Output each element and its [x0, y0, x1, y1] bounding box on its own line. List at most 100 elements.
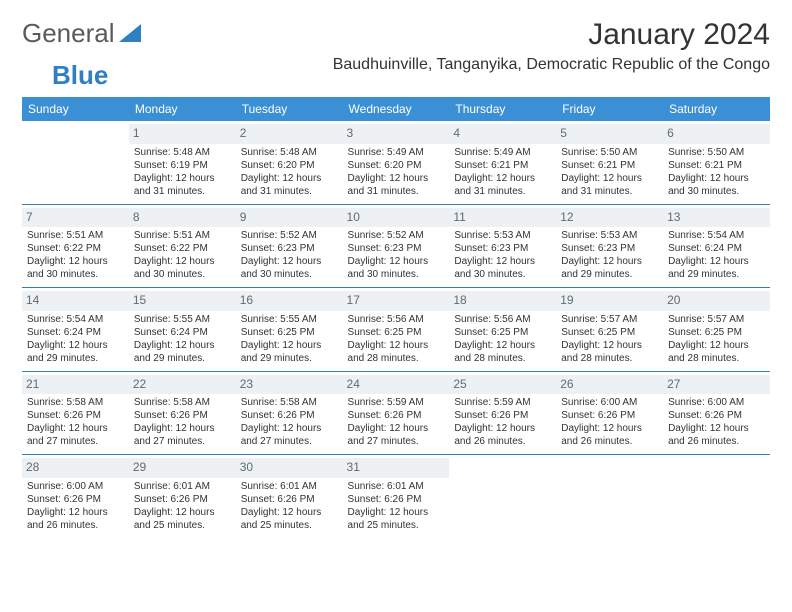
day-cell: 4Sunrise: 5:49 AMSunset: 6:21 PMDaylight… — [449, 121, 556, 204]
day-number: 30 — [236, 458, 343, 478]
empty-cell — [22, 121, 129, 204]
day-cell: 10Sunrise: 5:52 AMSunset: 6:23 PMDayligh… — [343, 204, 450, 288]
sunset-text: Sunset: 6:26 PM — [134, 409, 231, 422]
daylight-text: Daylight: 12 hours and 29 minutes. — [134, 339, 231, 365]
day-cell: 6Sunrise: 5:50 AMSunset: 6:21 PMDaylight… — [663, 121, 770, 204]
day-number: 12 — [556, 208, 663, 228]
sunrise-text: Sunrise: 5:54 AM — [668, 229, 765, 242]
sunset-text: Sunset: 6:26 PM — [27, 493, 124, 506]
day-cell: 15Sunrise: 5:55 AMSunset: 6:24 PMDayligh… — [129, 288, 236, 372]
brand-part2: Blue — [22, 60, 108, 90]
weekday-monday: Monday — [129, 97, 236, 121]
sunset-text: Sunset: 6:20 PM — [241, 159, 338, 172]
brand-triangle-icon — [119, 18, 141, 49]
day-cell: 20 Sunrise: 5:57 AMSunset: 6:25 PMDayligh… — [663, 288, 770, 372]
weekday-row: SundayMondayTuesdayWednesdayThursdayFrid… — [22, 97, 770, 121]
daylight-text: Daylight: 12 hours and 25 minutes. — [348, 506, 445, 532]
sunset-text: Sunset: 6:23 PM — [454, 242, 551, 255]
daylight-text: Daylight: 12 hours and 30 minutes. — [668, 172, 765, 198]
daylight-text: Daylight: 12 hours and 30 minutes. — [348, 255, 445, 281]
day-cell: 9Sunrise: 5:52 AMSunset: 6:23 PMDaylight… — [236, 204, 343, 288]
sunset-text: Sunset: 6:26 PM — [668, 409, 765, 422]
week-row: 1Sunrise: 5:48 AMSunset: 6:19 PMDaylight… — [22, 121, 770, 204]
daylight-text: Daylight: 12 hours and 30 minutes. — [134, 255, 231, 281]
sunrise-text: Sunrise: 6:00 AM — [668, 396, 765, 409]
day-number: 29 — [129, 458, 236, 478]
sunrise-text: Sunrise: 5:51 AM — [27, 229, 124, 242]
day-number: 21 — [22, 375, 129, 395]
sunrise-text: Sunrise: 5:50 AM — [668, 146, 765, 159]
day-number: 27 — [663, 375, 770, 395]
day-number: 22 — [129, 375, 236, 395]
sunrise-text: Sunrise: 5:52 AM — [241, 229, 338, 242]
sunset-text: Sunset: 6:22 PM — [27, 242, 124, 255]
day-number: 4 — [449, 124, 556, 144]
empty-cell — [556, 455, 663, 538]
daylight-text: Daylight: 12 hours and 26 minutes. — [27, 506, 124, 532]
sunrise-text: Sunrise: 5:57 AM — [668, 313, 765, 326]
day-number: 25 — [449, 375, 556, 395]
sunrise-text: Sunrise: 5:48 AM — [134, 146, 231, 159]
day-cell: 25Sunrise: 5:59 AMSunset: 6:26 PMDayligh… — [449, 371, 556, 455]
daylight-text: Daylight: 12 hours and 29 minutes. — [241, 339, 338, 365]
daylight-text: Daylight: 12 hours and 26 minutes. — [454, 422, 551, 448]
sunset-text: Sunset: 6:25 PM — [668, 326, 765, 339]
daylight-text: Daylight: 12 hours and 27 minutes. — [348, 422, 445, 448]
sunrise-text: Sunrise: 5:53 AM — [561, 229, 658, 242]
brand-logo: General — [22, 18, 143, 49]
brand-part1: General — [22, 18, 115, 49]
sunset-text: Sunset: 6:25 PM — [348, 326, 445, 339]
sunrise-text: Sunrise: 5:58 AM — [27, 396, 124, 409]
weekday-wednesday: Wednesday — [343, 97, 450, 121]
sunset-text: Sunset: 6:26 PM — [241, 493, 338, 506]
sunrise-text: Sunrise: 5:55 AM — [134, 313, 231, 326]
day-cell: 30Sunrise: 6:01 AMSunset: 6:26 PMDayligh… — [236, 455, 343, 538]
sunset-text: Sunset: 6:26 PM — [454, 409, 551, 422]
day-cell: 28Sunrise: 6:00 AMSunset: 6:26 PMDayligh… — [22, 455, 129, 538]
sunrise-text: Sunrise: 5:50 AM — [561, 146, 658, 159]
calendar-table: SundayMondayTuesdayWednesdayThursdayFrid… — [22, 97, 770, 538]
sunset-text: Sunset: 6:21 PM — [454, 159, 551, 172]
sunrise-text: Sunrise: 6:00 AM — [27, 480, 124, 493]
sunset-text: Sunset: 6:22 PM — [134, 242, 231, 255]
daylight-text: Daylight: 12 hours and 29 minutes. — [561, 255, 658, 281]
daylight-text: Daylight: 12 hours and 27 minutes. — [134, 422, 231, 448]
sunset-text: Sunset: 6:26 PM — [27, 409, 124, 422]
day-cell: 26Sunrise: 6:00 AMSunset: 6:26 PMDayligh… — [556, 371, 663, 455]
sunset-text: Sunset: 6:26 PM — [348, 493, 445, 506]
daylight-text: Daylight: 12 hours and 26 minutes. — [561, 422, 658, 448]
sunset-text: Sunset: 6:26 PM — [134, 493, 231, 506]
day-number: 3 — [343, 124, 450, 144]
week-row: 28Sunrise: 6:00 AMSunset: 6:26 PMDayligh… — [22, 455, 770, 538]
sunrise-text: Sunrise: 5:51 AM — [134, 229, 231, 242]
month-title: January 2024 — [333, 18, 770, 52]
daylight-text: Daylight: 12 hours and 25 minutes. — [134, 506, 231, 532]
daylight-text: Daylight: 12 hours and 28 minutes. — [668, 339, 765, 365]
daylight-text: Daylight: 12 hours and 31 minutes. — [561, 172, 658, 198]
day-cell: 27Sunrise: 6:00 AMSunset: 6:26 PMDayligh… — [663, 371, 770, 455]
day-number: 26 — [556, 375, 663, 395]
day-cell: 5Sunrise: 5:50 AMSunset: 6:21 PMDaylight… — [556, 121, 663, 204]
day-number: 24 — [343, 375, 450, 395]
day-number: 2 — [236, 124, 343, 144]
sunrise-text: Sunrise: 5:56 AM — [348, 313, 445, 326]
sunset-text: Sunset: 6:21 PM — [668, 159, 765, 172]
sunrise-text: Sunrise: 6:01 AM — [134, 480, 231, 493]
sunrise-text: Sunrise: 5:59 AM — [348, 396, 445, 409]
day-cell: 22Sunrise: 5:58 AMSunset: 6:26 PMDayligh… — [129, 371, 236, 455]
day-number — [449, 458, 556, 478]
day-number — [663, 458, 770, 478]
sunset-text: Sunset: 6:25 PM — [241, 326, 338, 339]
calendar-body: 1Sunrise: 5:48 AMSunset: 6:19 PMDaylight… — [22, 121, 770, 538]
sunset-text: Sunset: 6:20 PM — [348, 159, 445, 172]
day-number: 20 — [663, 291, 770, 311]
sunrise-text: Sunrise: 6:01 AM — [348, 480, 445, 493]
sunset-text: Sunset: 6:23 PM — [561, 242, 658, 255]
daylight-text: Daylight: 12 hours and 31 minutes. — [348, 172, 445, 198]
sunrise-text: Sunrise: 5:49 AM — [348, 146, 445, 159]
day-cell: 23Sunrise: 5:58 AMSunset: 6:26 PMDayligh… — [236, 371, 343, 455]
sunrise-text: Sunrise: 5:58 AM — [241, 396, 338, 409]
day-cell: 17Sunrise: 5:56 AMSunset: 6:25 PMDayligh… — [343, 288, 450, 372]
day-cell: 13Sunrise: 5:54 AMSunset: 6:24 PMDayligh… — [663, 204, 770, 288]
week-row: 7Sunrise: 5:51 AMSunset: 6:22 PMDaylight… — [22, 204, 770, 288]
